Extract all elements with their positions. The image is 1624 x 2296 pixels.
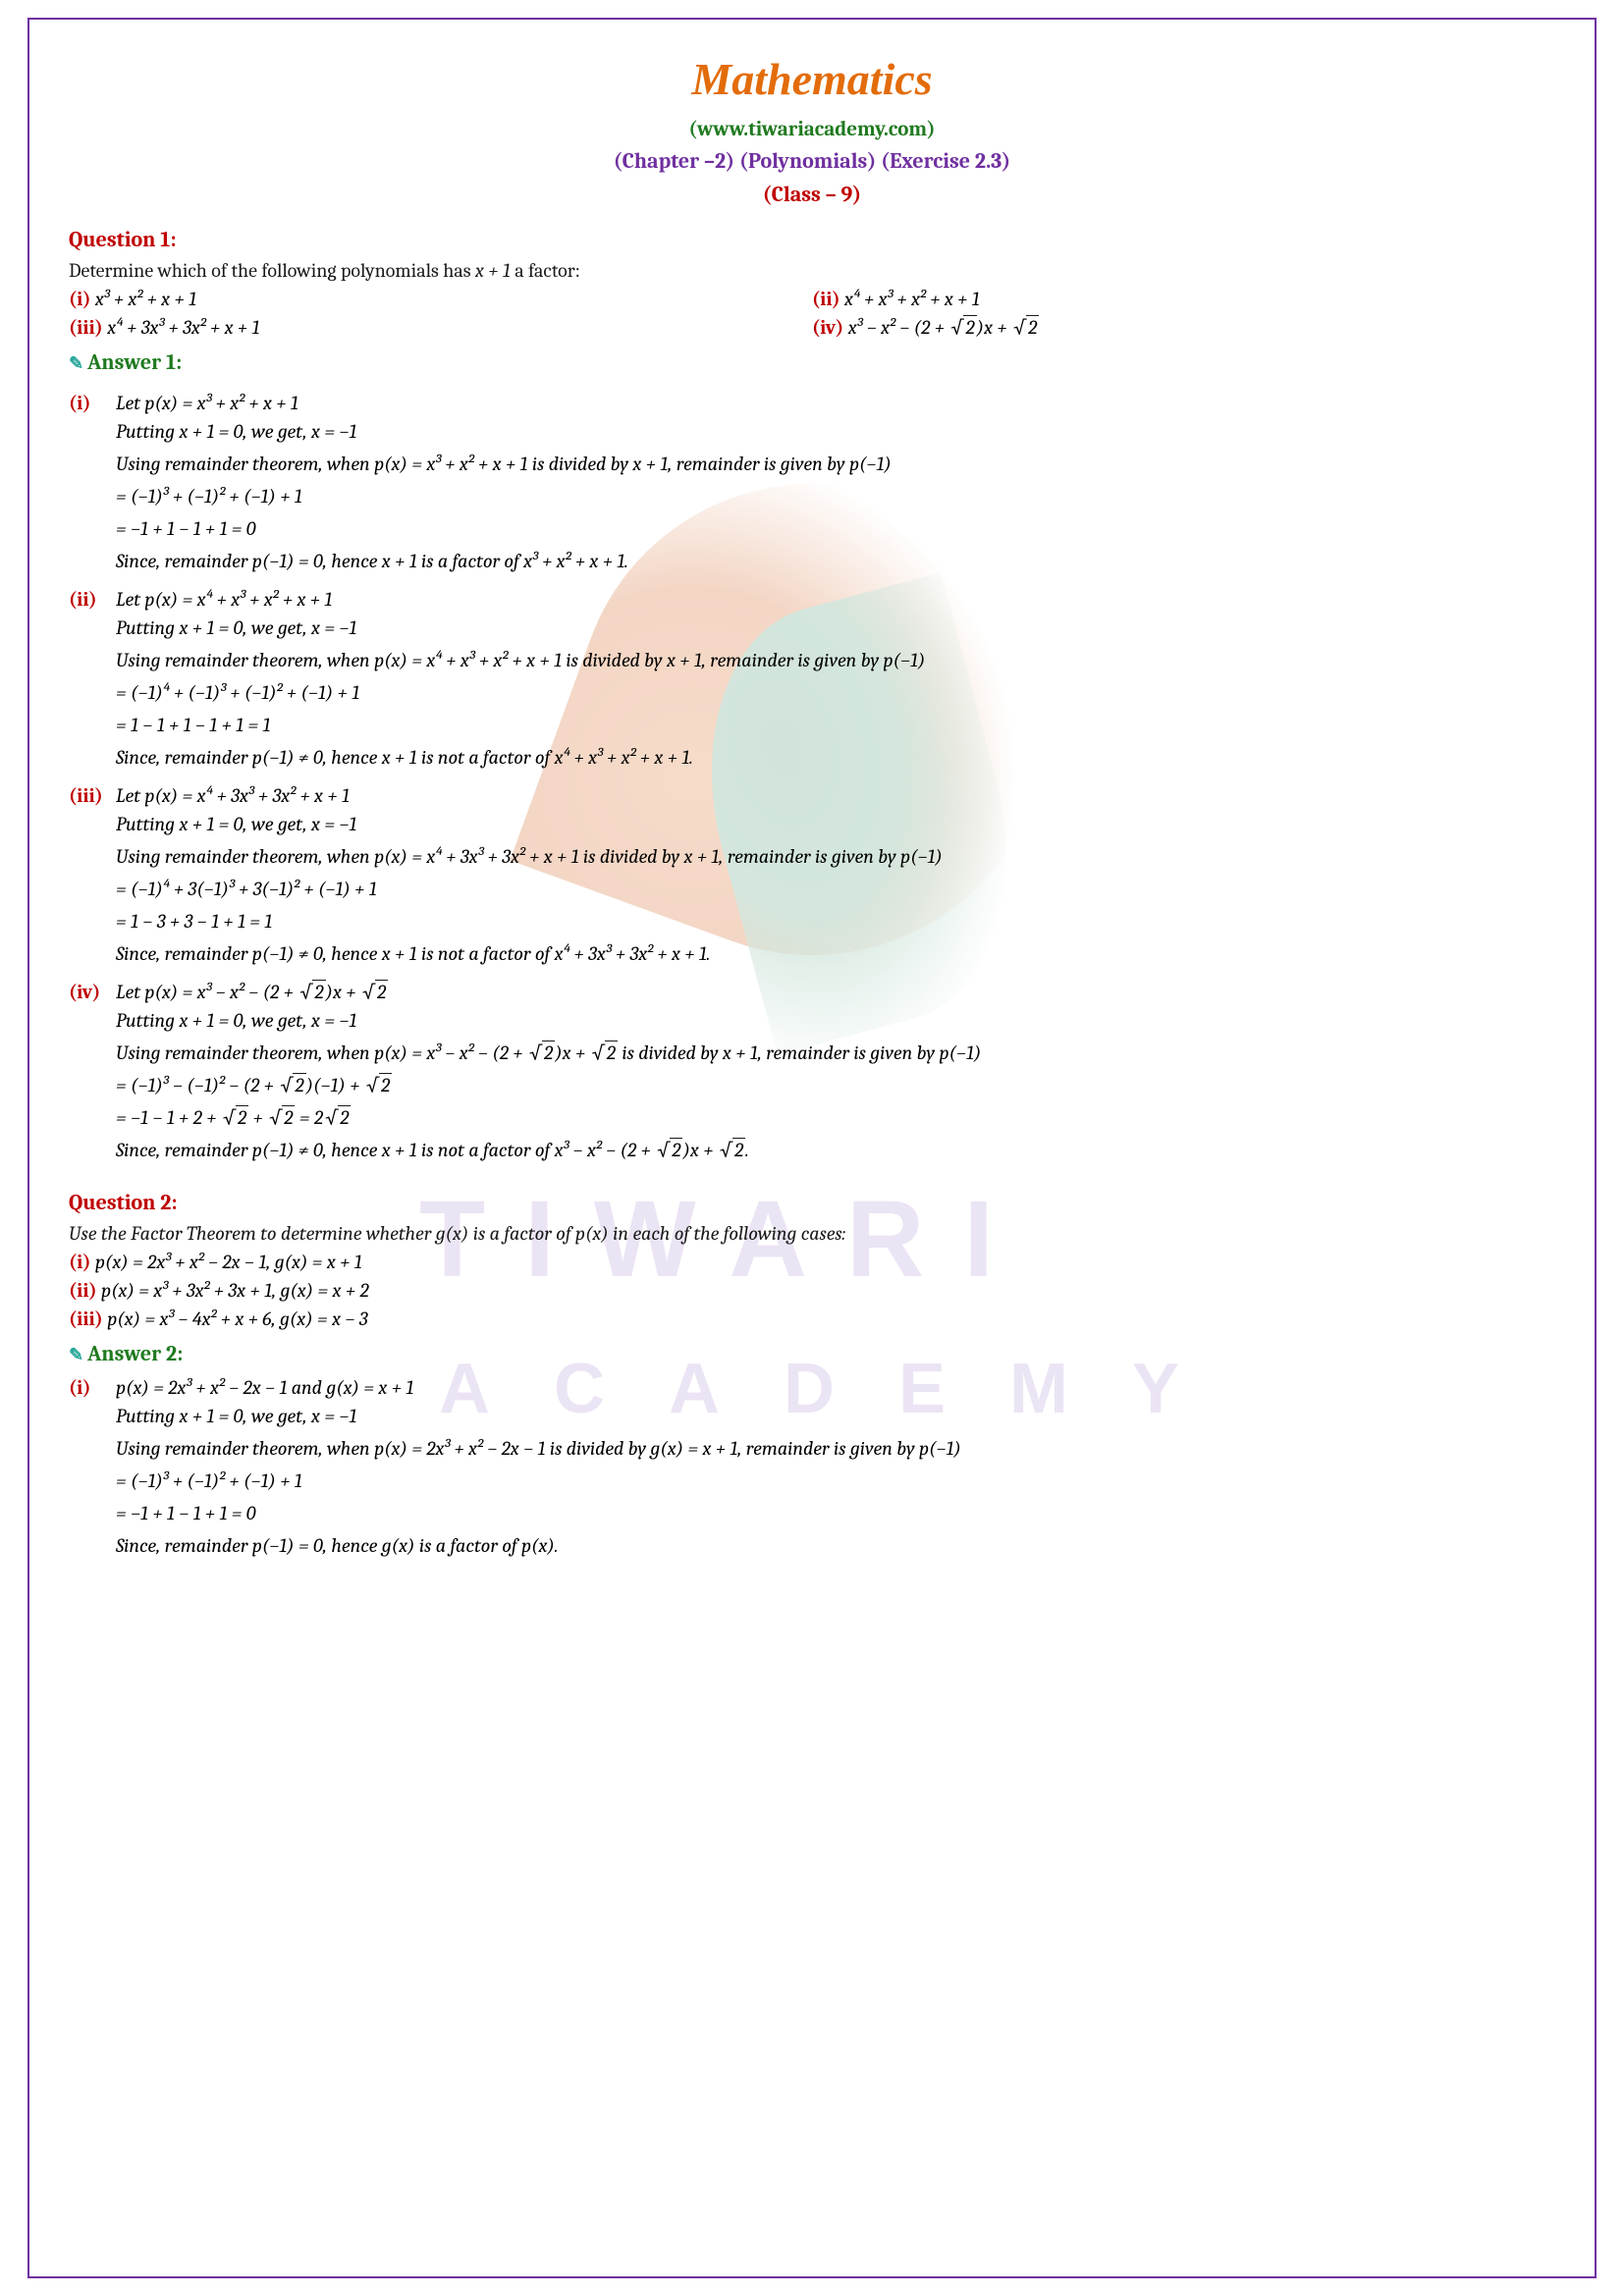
opt-iv-num: (iv) (812, 316, 848, 339)
s1iv-put: Putting x + 1 = 0, we get, x = −1 (116, 1006, 1555, 1035)
opt-i: x³ + x² + x + 1 (95, 288, 196, 310)
s2i-rt: Using remainder theorem, when p(x) = 2x³… (116, 1434, 1555, 1463)
s1i-let: Let p(x) = x³ + x² + x + 1 (116, 389, 1555, 417)
q2-opt-iii: p(x) = x³ − 4x² + x + 6, g(x) = x − 3 (107, 1308, 367, 1330)
opt-i-num: (i) (69, 288, 95, 310)
opt-ii: x⁴ + x³ + x² + x + 1 (844, 288, 980, 310)
s1i-rt: Using remainder theorem, when p(x) = x³ … (116, 450, 1555, 478)
answer-2-label: Answer 2: (69, 1339, 1555, 1370)
s1iii-c2: = 1 − 3 + 3 − 1 + 1 = 1 (116, 907, 1555, 935)
s1iii-rt: Using remainder theorem, when p(x) = x⁴ … (116, 842, 1555, 871)
s1iv-conc: Since, remainder p(−1) ≠ 0, hence x + 1 … (116, 1136, 1555, 1164)
s1iv-c1: = (−1)³ − (−1)² − (2 + 2)(−1) + 2 (116, 1071, 1555, 1099)
s2i-let: p(x) = 2x³ + x² − 2x − 1 and g(x) = x + … (116, 1373, 1555, 1402)
question-1-prompt: Determine which of the following polynom… (69, 256, 1555, 285)
question-2-label: Question 2: (69, 1188, 1555, 1219)
s1iii-put: Putting x + 1 = 0, we get, x = −1 (116, 810, 1555, 838)
q2-opt-i: p(x) = 2x³ + x² − 2x − 1, g(x) = x + 1 (95, 1251, 362, 1273)
title: Mathematics (69, 47, 1555, 113)
s1i-c1: = (−1)³ + (−1)² + (−1) + 1 (116, 482, 1555, 510)
solution-1-iv: (iv)Let p(x) = x³ − x² − (2 + 2)x + 2 Pu… (69, 978, 1555, 1164)
site-url: (www.tiwariacademy.com) (69, 115, 1555, 144)
s1iv-rn: (iv) (69, 978, 116, 1006)
q1-prompt-suffix: a factor: (511, 259, 580, 282)
question-2-prompt: Use the Factor Theorem to determine whet… (69, 1219, 1555, 1248)
s1i-conc: Since, remainder p(−1) = 0, hence x + 1 … (116, 547, 1555, 575)
s1ii-put: Putting x + 1 = 0, we get, x = −1 (116, 614, 1555, 642)
solution-2-i: (i)p(x) = 2x³ + x² − 2x − 1 and g(x) = x… (69, 1373, 1555, 1560)
solution-1-iii: (iii)Let p(x) = x⁴ + 3x³ + 3x² + x + 1 P… (69, 781, 1555, 968)
s1iv-let: Let p(x) = x³ − x² − (2 + 2)x + 2 (116, 978, 1555, 1006)
s2i-conc: Since, remainder p(−1) = 0, hence g(x) i… (116, 1531, 1555, 1560)
q1-options-row-2: (iii) x⁴ + 3x³ + 3x² + x + 1 (iv) x³ − x… (69, 313, 1555, 342)
q1-prompt-math: x + 1 (475, 259, 511, 282)
answer-1-label: Answer 1: (69, 347, 1555, 379)
s2i-c2: = −1 + 1 − 1 + 1 = 0 (116, 1499, 1555, 1527)
opt-iv: x³ − x² − (2 + 2)x + 2 (848, 316, 1040, 339)
s1iii-c1: = (−1)⁴ + 3(−1)³ + 3(−1)² + (−1) + 1 (116, 875, 1555, 903)
opt-ii-num: (ii) (812, 288, 844, 310)
s1ii-rn: (ii) (69, 585, 116, 614)
s1ii-c1: = (−1)⁴ + (−1)³ + (−1)² + (−1) + 1 (116, 678, 1555, 707)
question-1-label: Question 1: (69, 225, 1555, 256)
opt-iii: x⁴ + 3x³ + 3x² + x + 1 (107, 316, 259, 339)
s1iii-conc: Since, remainder p(−1) ≠ 0, hence x + 1 … (116, 939, 1555, 968)
s1ii-let: Let p(x) = x⁴ + x³ + x² + x + 1 (116, 585, 1555, 614)
s1i-c2: = −1 + 1 − 1 + 1 = 0 (116, 514, 1555, 543)
opt-iii-num: (iii) (69, 316, 107, 339)
s1ii-c2: = 1 − 1 + 1 − 1 + 1 = 1 (116, 711, 1555, 739)
s1ii-conc: Since, remainder p(−1) ≠ 0, hence x + 1 … (116, 743, 1555, 772)
q2-opt-i-num: (i) (69, 1251, 95, 1273)
s2i-c1: = (−1)³ + (−1)² + (−1) + 1 (116, 1467, 1555, 1495)
page-content: Mathematics (www.tiwariacademy.com) (Cha… (39, 29, 1585, 1581)
s1iv-rt: Using remainder theorem, when p(x) = x³ … (116, 1039, 1555, 1067)
s1ii-rt: Using remainder theorem, when p(x) = x⁴ … (116, 646, 1555, 674)
q1-prompt-prefix: Determine which of the following polynom… (69, 259, 475, 282)
s2i-put: Putting x + 1 = 0, we get, x = −1 (116, 1402, 1555, 1430)
q2-opt-iii-num: (iii) (69, 1308, 107, 1330)
solution-1-ii: (ii)Let p(x) = x⁴ + x³ + x² + x + 1 Putt… (69, 585, 1555, 772)
page-header: Mathematics (www.tiwariacademy.com) (Cha… (69, 47, 1555, 211)
q1-options-row-1: (i) x³ + x² + x + 1 (ii) x⁴ + x³ + x² + … (69, 285, 1555, 313)
s1iii-let: Let p(x) = x⁴ + 3x³ + 3x² + x + 1 (116, 781, 1555, 810)
q2-opt-ii: p(x) = x³ + 3x² + 3x + 1, g(x) = x + 2 (101, 1279, 369, 1302)
s1iv-c2: = −1 − 1 + 2 + 2 + 2 = 22 (116, 1103, 1555, 1132)
s1i-rn: (i) (69, 389, 116, 417)
solution-1-i: (i)Let p(x) = x³ + x² + x + 1 Putting x … (69, 389, 1555, 575)
class-line: (Class – 9) (69, 180, 1555, 211)
s2i-rn: (i) (69, 1373, 116, 1402)
q2-opt-ii-num: (ii) (69, 1279, 101, 1302)
s1iii-rn: (iii) (69, 781, 116, 810)
s1i-put: Putting x + 1 = 0, we get, x = −1 (116, 417, 1555, 446)
chapter-line: (Chapter –2) (Polynomials) (Exercise 2.3… (69, 146, 1555, 178)
